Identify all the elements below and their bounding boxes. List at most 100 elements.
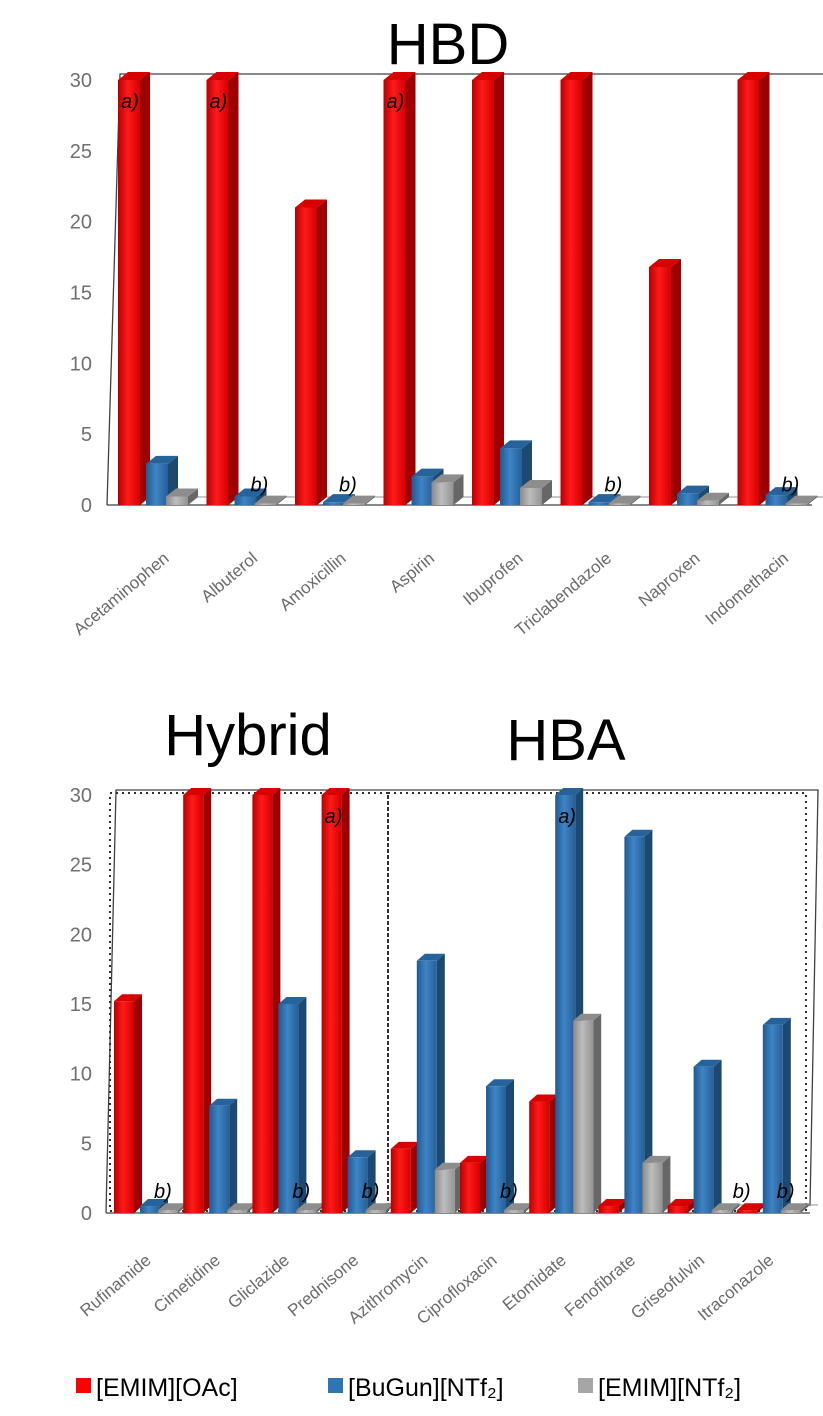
- bar-front: [486, 1086, 506, 1213]
- y-tick-label: 5: [81, 424, 92, 446]
- bar-front: [321, 795, 342, 1213]
- bar-side: [506, 1079, 514, 1213]
- hbd-bars: [118, 72, 818, 505]
- bar-top: [321, 788, 350, 795]
- bar: [667, 1199, 696, 1213]
- bar-front: [343, 503, 365, 505]
- legend-item: [BuGun][NTf₂]: [328, 1374, 504, 1402]
- bar-top: [460, 1155, 488, 1163]
- hba-group-box: [387, 792, 807, 1212]
- bar-top: [146, 455, 178, 464]
- bar-front: [166, 496, 188, 505]
- y-tick-label: 20: [70, 924, 92, 946]
- bar-side: [719, 492, 729, 505]
- bar: [598, 1199, 627, 1213]
- bar-front: [697, 500, 719, 505]
- bar: [529, 1094, 558, 1213]
- x-tick-label: Cimetidine: [150, 1251, 224, 1317]
- bar-front: [252, 795, 273, 1213]
- bar-annotation: a): [325, 806, 343, 828]
- bar: [693, 1059, 722, 1213]
- bar: [416, 953, 445, 1213]
- hbd-y-axis: 0 5 10 15 20 25 30: [70, 70, 92, 517]
- bar-top: [765, 487, 798, 496]
- bar-front: [588, 502, 611, 505]
- bar: [278, 997, 307, 1213]
- hbd-x-axis-labels: Acetaminophen Albuterol Amoxicillin Aspirin…: [70, 549, 792, 640]
- bar-side: [365, 495, 375, 505]
- bar: [520, 480, 552, 505]
- bar-top: [347, 1150, 376, 1158]
- legend: [EMIM][OAc] [BuGun][NTf₂] [EMIM][NTf₂]: [76, 1374, 741, 1402]
- bar-front: [347, 1157, 368, 1213]
- bar-top: [343, 495, 375, 504]
- bar-front: [780, 1210, 801, 1213]
- bar-front: [608, 503, 631, 505]
- bar: [183, 788, 212, 1213]
- bar: [697, 492, 729, 505]
- bar-side: [276, 495, 287, 505]
- bar-side: [582, 72, 593, 505]
- bar-annotation: b): [154, 1181, 172, 1203]
- legend-label: [BuGun][NTf₂]: [348, 1374, 504, 1402]
- bar-side: [644, 829, 653, 1213]
- bar: [642, 1155, 671, 1213]
- bar-front: [677, 493, 699, 505]
- y-tick-label: 5: [81, 1133, 92, 1155]
- y-tick-label: 10: [70, 353, 92, 375]
- bar-side: [593, 1013, 602, 1213]
- bar: [252, 788, 281, 1213]
- bar-top: [252, 788, 281, 795]
- bar-top: [227, 1203, 256, 1211]
- hybrid-title: Hybrid: [164, 703, 332, 768]
- bar-top: [780, 1203, 809, 1211]
- bar-top: [504, 1203, 532, 1211]
- bar: [166, 488, 198, 505]
- bar-side: [140, 72, 150, 505]
- bar-top: [166, 488, 198, 497]
- bar: [383, 72, 416, 505]
- legend-item: [EMIM][OAc]: [76, 1374, 238, 1402]
- bar-front: [209, 1105, 230, 1213]
- bar-side: [731, 1203, 740, 1213]
- bar-front: [114, 1001, 134, 1213]
- bar-front: [234, 496, 257, 505]
- bar-annotation: b): [733, 1181, 751, 1203]
- bar-side: [494, 72, 504, 505]
- bar: [434, 1162, 463, 1213]
- bar-top: [390, 1141, 419, 1149]
- hbd-annotations: a) a) a) b) b) b) b): [121, 91, 799, 497]
- x-tick-label: Triclabendazole: [511, 549, 615, 640]
- bar-annotation: a): [387, 91, 405, 113]
- y-tick-label: 30: [70, 785, 92, 807]
- bar-front: [227, 1210, 248, 1213]
- bar-front: [624, 836, 645, 1213]
- bar-front: [785, 503, 808, 505]
- bar-side: [188, 488, 198, 505]
- bar-top: [431, 474, 464, 483]
- bar-top: [560, 72, 593, 80]
- bar: [254, 495, 287, 505]
- bar-front: [390, 1148, 411, 1213]
- bar-top: [588, 494, 621, 503]
- bar-top: [555, 788, 584, 795]
- bar: [472, 72, 504, 505]
- bar: [118, 72, 150, 505]
- bar-top: [711, 1203, 740, 1211]
- y-tick-label: 25: [70, 141, 92, 163]
- x-tick-label: Itraconazole: [694, 1251, 777, 1325]
- bar: [295, 199, 327, 505]
- bar: [785, 495, 818, 505]
- bar-top: [183, 788, 212, 795]
- legend-swatch: [76, 1378, 91, 1393]
- bar: [737, 72, 770, 505]
- bar-side: [229, 1098, 238, 1213]
- bar-top: [642, 1155, 671, 1163]
- bar-top: [472, 72, 504, 80]
- bar-annotation: a): [121, 91, 139, 113]
- bar-side: [134, 994, 142, 1213]
- bar-top: [486, 1079, 514, 1087]
- bar: [347, 1150, 376, 1213]
- bar-front: [411, 476, 434, 505]
